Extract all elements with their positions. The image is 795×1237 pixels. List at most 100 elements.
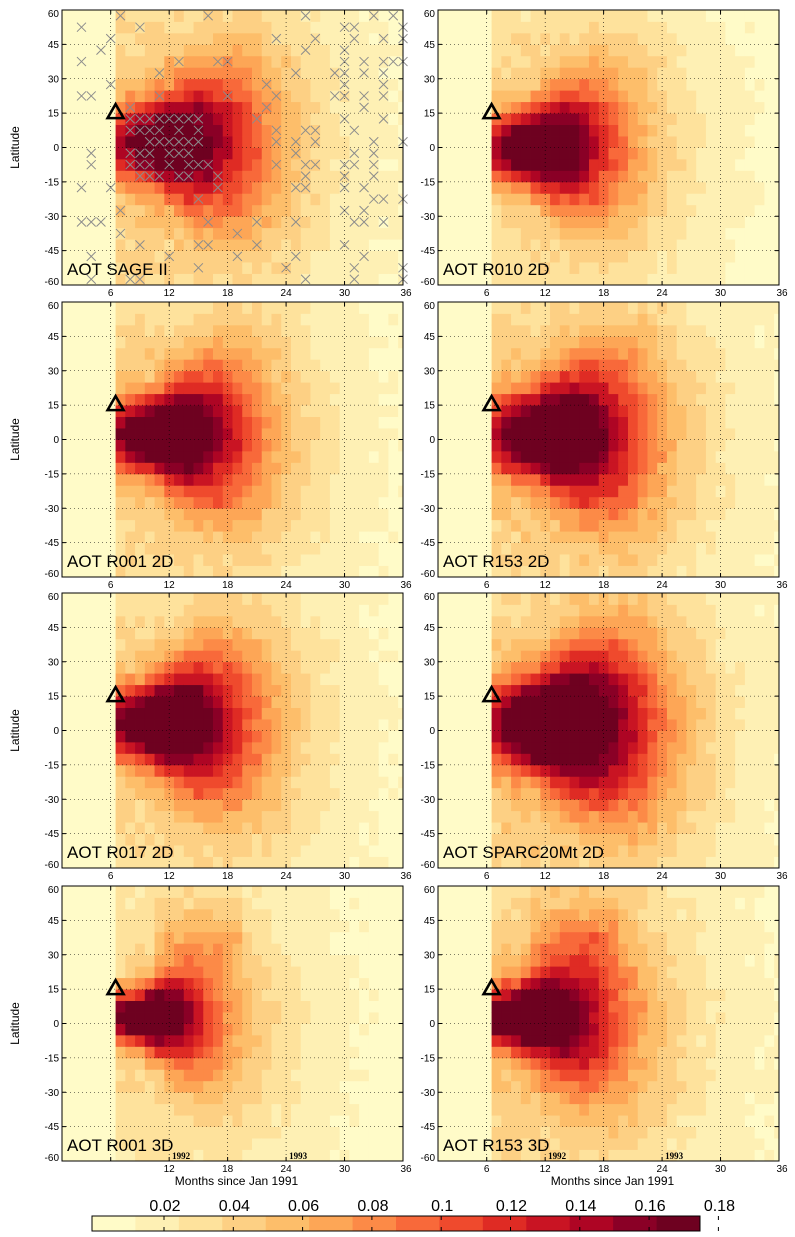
heatmap-cell — [144, 661, 155, 674]
missing-data-cross — [378, 68, 389, 78]
heatmap-cell — [705, 496, 717, 509]
heatmap-cell — [242, 741, 253, 754]
heatmap-cell — [764, 382, 775, 395]
heatmap-cell — [696, 531, 707, 544]
heatmap-cell — [320, 554, 331, 566]
heatmap-cell — [569, 204, 580, 217]
heatmap-cell — [86, 485, 97, 498]
heatmap-cell — [300, 113, 311, 125]
x-tick-label: 12 — [540, 288, 552, 299]
heatmap-cell — [329, 313, 341, 326]
heatmap-cell — [290, 113, 302, 125]
heatmap-cell — [203, 428, 214, 440]
heatmap-cell — [637, 416, 648, 429]
heatmap-cell — [472, 336, 483, 349]
heatmap-cell — [135, 856, 146, 869]
heatmap-cell — [300, 604, 311, 617]
heatmap-cell — [627, 44, 639, 57]
heatmap-cell — [96, 684, 107, 697]
heatmap-cell — [290, 764, 302, 777]
heatmap-cell — [232, 393, 243, 406]
heatmap-cell — [715, 90, 726, 103]
heatmap-cell — [203, 170, 214, 183]
heatmap-cell — [62, 158, 68, 171]
heatmap-cell — [657, 90, 668, 103]
heatmap-cell — [511, 508, 522, 521]
heatmap-cell — [705, 44, 717, 57]
heatmap-cell — [271, 78, 282, 91]
heatmap-cell — [213, 250, 224, 263]
heatmap-cell — [754, 170, 765, 183]
heatmap-cell — [86, 822, 97, 835]
heatmap-cell — [754, 542, 765, 555]
heatmap-cell — [271, 10, 282, 22]
heatmap-cell — [242, 707, 253, 720]
heatmap-cell — [290, 473, 302, 486]
missing-data-cross — [174, 136, 184, 147]
heatmap-cell — [105, 741, 116, 754]
missing-data-cross — [193, 159, 204, 170]
heatmap-cell — [481, 519, 492, 532]
heatmap-cell — [462, 347, 473, 360]
heatmap-cell — [261, 370, 272, 383]
heatmap-cell — [339, 810, 350, 823]
heatmap-cell — [164, 439, 175, 452]
heatmap-cell — [144, 531, 155, 544]
heatmap-cell — [627, 193, 639, 206]
heatmap-cell — [310, 856, 321, 869]
heatmap-cell — [76, 604, 87, 617]
heatmap-cell — [676, 113, 687, 125]
heatmap-cell — [193, 170, 204, 183]
heatmap-cell — [398, 428, 404, 440]
heatmap-cell — [442, 696, 454, 708]
heatmap-cell — [696, 239, 707, 252]
heatmap-cell — [154, 405, 165, 417]
heatmap-cell — [491, 810, 502, 823]
heatmap-cell — [398, 405, 404, 417]
heatmap-cell — [154, 776, 165, 789]
heatmap-cell — [398, 810, 404, 823]
heatmap-cell — [203, 32, 214, 45]
heatmap-cell — [501, 204, 512, 217]
heatmap-cell — [501, 382, 512, 395]
heatmap-cell — [154, 336, 165, 349]
heatmap-cell — [589, 519, 600, 532]
heatmap-cell — [271, 216, 282, 229]
heatmap-cell — [452, 302, 463, 314]
heatmap-cell — [320, 439, 331, 452]
heatmap-cell — [472, 382, 483, 395]
heatmap-cell — [491, 741, 502, 754]
heatmap-cell — [359, 136, 370, 148]
heatmap-cell — [251, 845, 263, 857]
heatmap-cell — [320, 302, 331, 314]
heatmap-cell — [242, 730, 253, 743]
heatmap-cell — [368, 428, 380, 440]
heatmap-cell — [569, 273, 580, 286]
heatmap-cell — [115, 485, 126, 498]
heatmap-cell — [511, 90, 522, 103]
heatmap-cell — [281, 158, 292, 171]
heatmap-cell — [550, 113, 561, 125]
heatmap-cell — [452, 113, 463, 125]
heatmap-cell — [222, 554, 233, 566]
heatmap-cell — [462, 428, 473, 440]
heatmap-cell — [637, 250, 648, 263]
heatmap-cell — [398, 627, 404, 640]
heatmap-cell — [329, 638, 341, 651]
heatmap-cell — [135, 684, 146, 697]
heatmap-cell — [462, 393, 473, 406]
heatmap-cell — [193, 393, 204, 406]
heatmap-cell — [96, 193, 107, 206]
heatmap-cell — [281, 405, 292, 417]
heatmap-cell — [359, 450, 370, 463]
heatmap-cell — [452, 181, 463, 194]
heatmap-cell — [359, 124, 370, 137]
heatmap-cell — [144, 227, 155, 240]
heatmap-cell — [349, 856, 360, 869]
heatmap-cell — [388, 324, 399, 337]
heatmap-cell — [452, 347, 463, 360]
heatmap-cell — [579, 21, 590, 34]
missing-data-cross — [76, 217, 87, 227]
heatmap-cell — [271, 684, 282, 697]
heatmap-cell — [193, 181, 204, 194]
